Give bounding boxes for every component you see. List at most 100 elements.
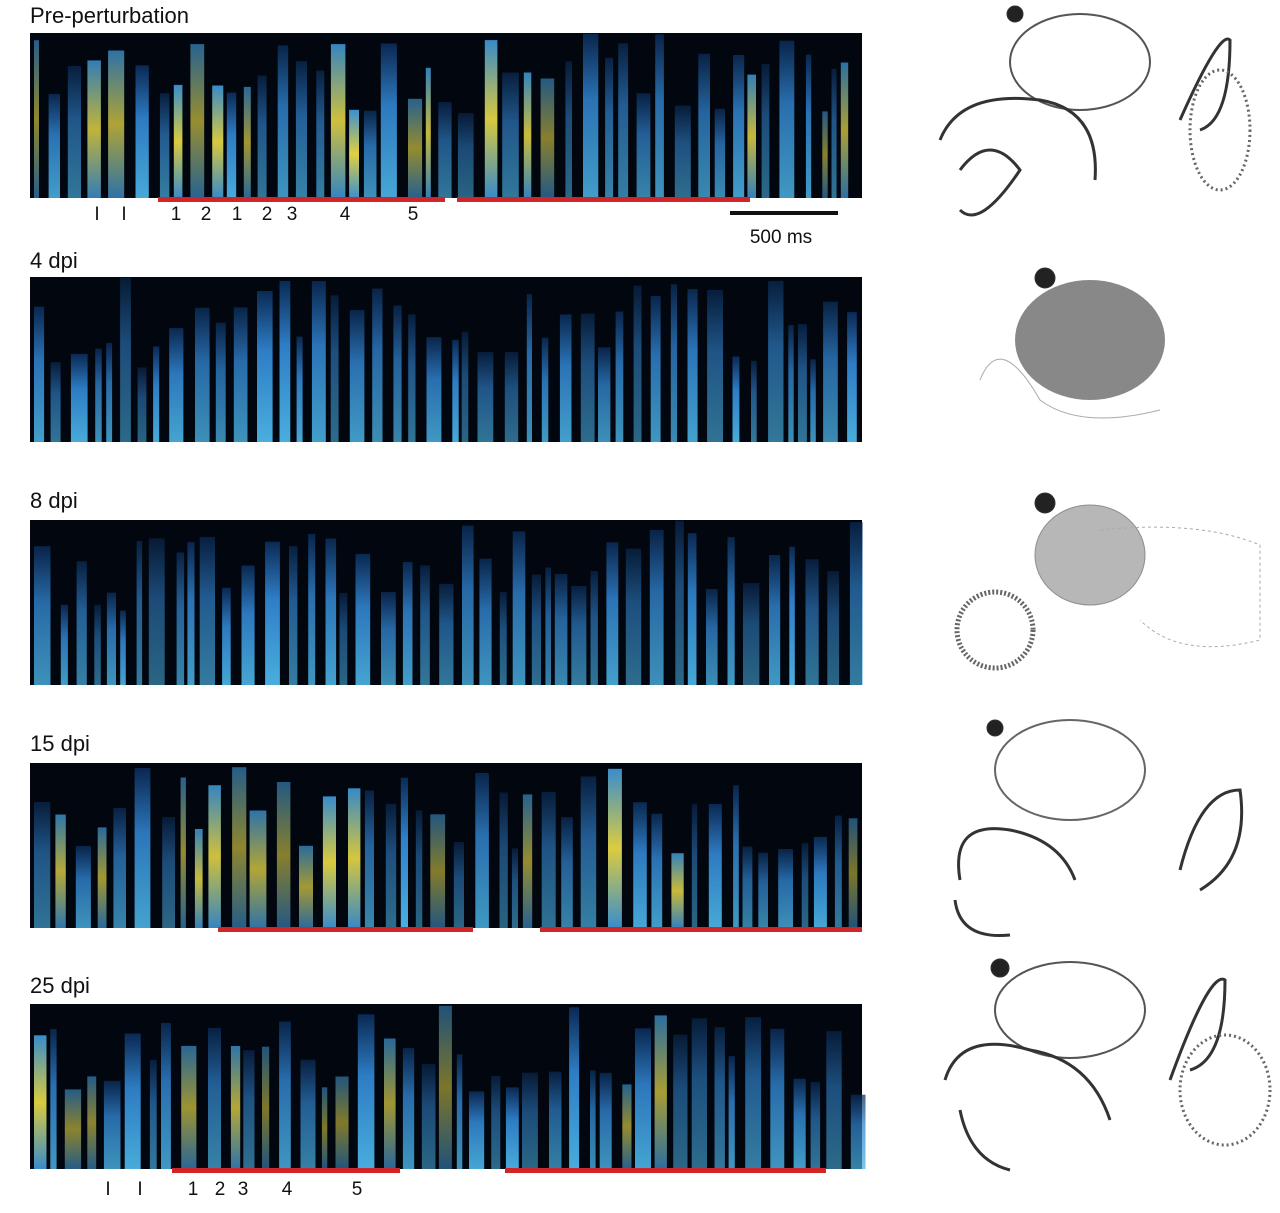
spectral-stripe [296,336,303,442]
spectral-stripe [580,776,597,928]
anatomy-drawings [938,5,1272,1172]
spectral-stripe [522,794,533,928]
spectral-stripe [363,110,377,198]
spectral-stripe [801,843,809,928]
spectral-stripe [743,582,760,685]
spectral-stripe [289,546,298,685]
spectral-stripe [135,65,149,198]
spectral-stripe [169,328,184,442]
spectrogram [30,520,863,685]
spectral-stripe [770,1028,785,1169]
spectral-stripe [176,552,185,685]
spectral-stripe [541,337,549,442]
spectral-stripe [747,74,756,198]
spectral-stripe [87,60,101,199]
spectral-stripe [195,307,210,442]
spectral-stripe [522,1072,538,1169]
spectral-stripe [789,546,795,685]
spectral-stripe [420,565,430,685]
motif-bar [505,1168,826,1173]
spectral-stripe [222,587,231,685]
spectrogram [30,763,862,928]
spectral-stripe [311,281,326,442]
spectral-stripe [162,817,175,928]
syllable-label: 4 [282,1179,293,1200]
spectral-stripe [149,1059,157,1169]
motif-bar [158,197,445,202]
spectral-stripe [477,352,494,442]
spectral-stripe [241,565,255,685]
syllable-label: 1 [171,204,182,225]
spectral-stripe [633,285,642,442]
panel-label: 25 dpi [30,973,90,998]
spectral-stripe [727,537,735,685]
spectral-stripe [208,1027,221,1169]
syllable-label: I [137,1179,142,1200]
panel-label: 8 dpi [30,488,78,513]
spectral-stripe [321,1087,328,1169]
spectral-stripe [822,111,828,198]
spectrogram [30,277,862,442]
spectral-stripe [349,109,359,198]
spectral-stripe [733,55,745,198]
spectral-stripe [788,325,794,442]
drawing [938,5,1252,217]
spectral-stripe [531,574,541,685]
spectral-stripe [426,337,442,442]
spectral-stripe [523,72,532,198]
spectral-stripe [230,1046,241,1169]
spectral-stripe [34,801,51,928]
spectral-stripe [215,322,226,442]
spectral-stripe [618,43,629,198]
drawing [954,492,1261,671]
spectral-stripe [243,86,251,198]
drawing [953,719,1244,938]
syllable-label: 4 [340,204,351,225]
spectral-stripe [357,1014,375,1169]
spectral-stripe [279,1021,291,1169]
spectral-stripe [393,305,402,442]
spectral-stripe [714,1027,725,1169]
spectral-stripe [827,570,840,685]
spectral-stripe [691,803,698,928]
spectral-stripe [469,1091,485,1169]
syllable-label: 2 [215,1179,226,1200]
spectral-stripe [655,34,664,198]
spectral-stripe [438,1005,452,1169]
spectral-stripe [402,1048,415,1169]
spectral-stripe [742,846,753,928]
spectral-stripe [233,307,248,442]
spectral-stripe [751,360,757,442]
spectral-stripe [671,853,684,928]
syllable-label: 1 [232,204,243,225]
spectral-stripe [649,529,664,685]
spectral-stripe [187,542,195,685]
spectral-stripe [590,571,598,685]
spectral-stripe [208,785,221,928]
spectral-stripe [364,790,374,928]
spectral-stripe [511,848,518,928]
spectrogram [30,1004,866,1169]
spectral-stripe [453,842,464,928]
spectral-stripe [769,555,781,685]
spectral-stripe [87,1076,97,1169]
spectral-stripe [484,40,498,198]
spectral-stripe [194,829,203,928]
panel-label: 15 dpi [30,731,90,756]
spectral-stripe [372,288,383,442]
spectral-stripe [813,836,827,928]
spectral-stripe [325,538,337,685]
spectral-stripe [199,536,215,685]
spectral-stripe [97,827,107,928]
spectral-stripe [706,589,718,685]
spectral-stripe [277,45,289,199]
spectral-stripe [793,1078,806,1169]
spectral-stripe [415,810,423,928]
spectral-stripe [674,105,691,198]
spectral-stripe [181,1045,197,1169]
spectral-stripe [633,802,647,928]
spectral-stripe [94,604,101,685]
scale-bar [730,211,838,215]
spectral-stripe [330,44,346,198]
